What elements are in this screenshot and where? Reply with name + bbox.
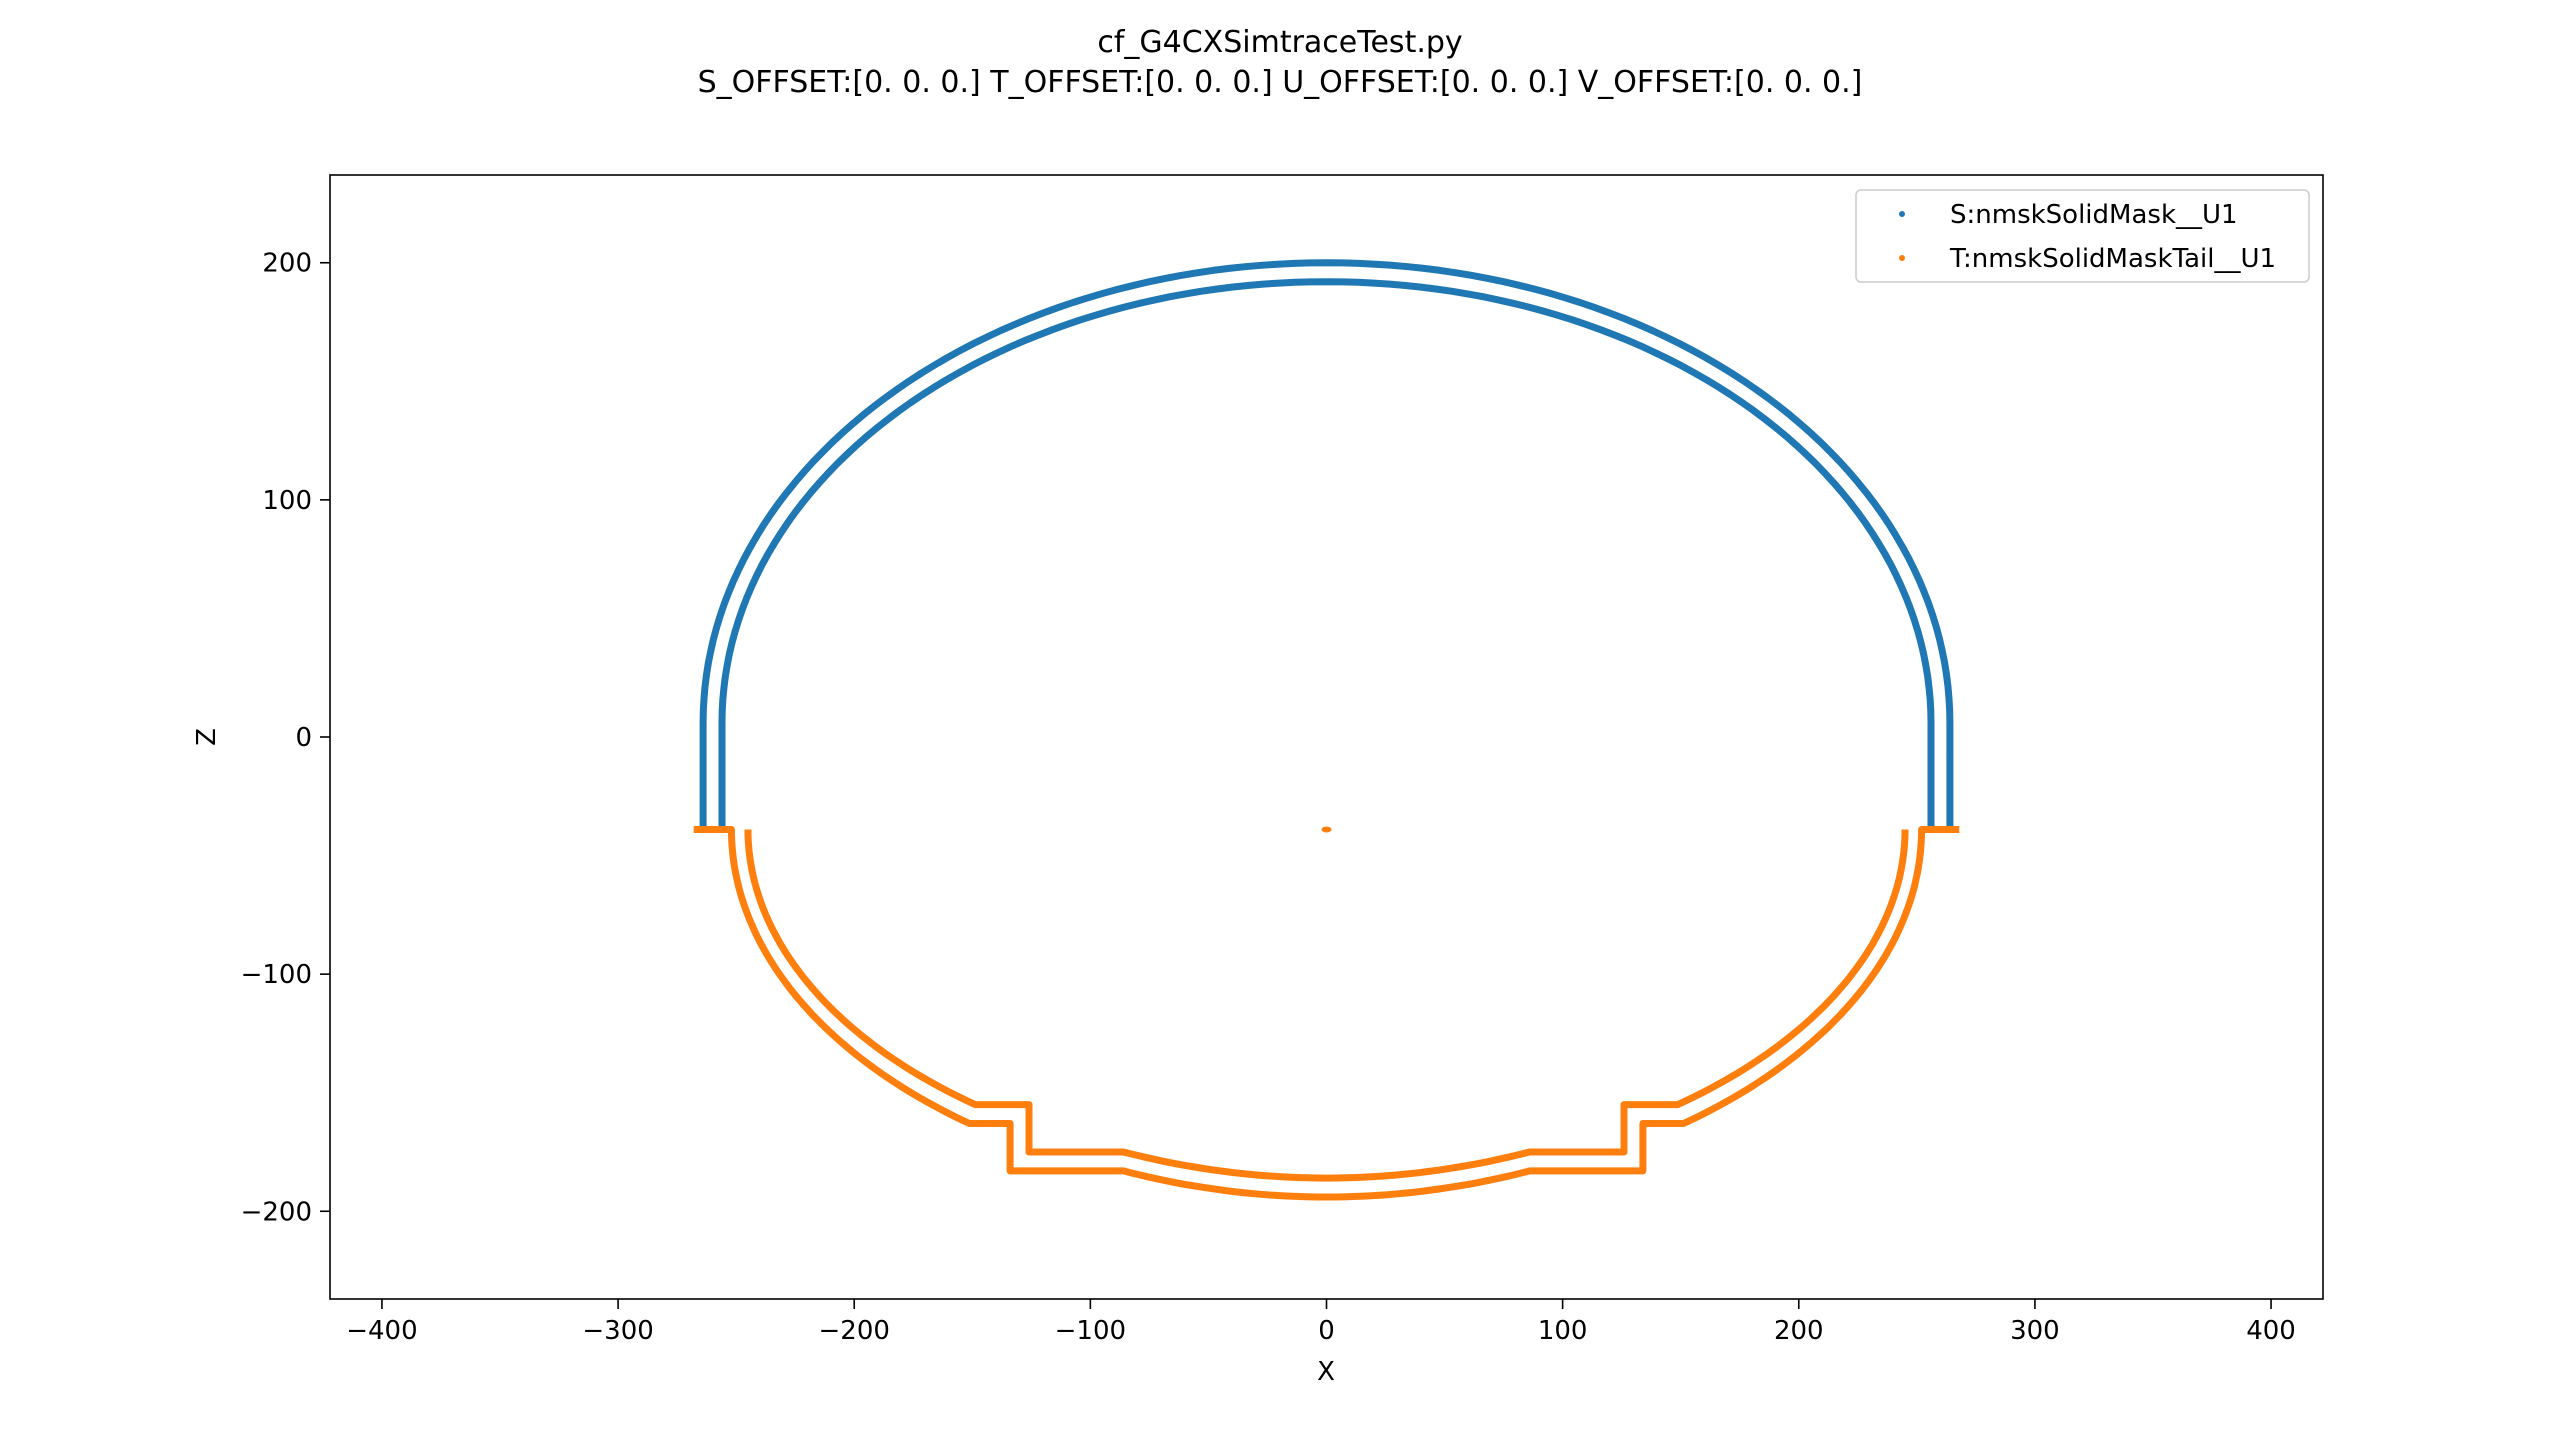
y-tick-label: −200: [241, 1197, 312, 1227]
legend-marker: [1899, 255, 1905, 261]
y-axis-ticks: −200 −100 0 100 200: [241, 249, 330, 1227]
x-tick-label: 300: [2010, 1316, 2060, 1346]
x-tick-label: 100: [1538, 1316, 1588, 1346]
legend-box: [1855, 189, 2310, 283]
x-tick-label: 400: [2246, 1316, 2296, 1346]
solidmasktail-outline: [744, 829, 1909, 1182]
x-tick-label: −300: [582, 1316, 653, 1346]
x-tick-label: 0: [1318, 1316, 1335, 1346]
series-s-group: [699, 259, 1954, 830]
legend-marker: [1899, 211, 1905, 217]
solidmask-outline: [699, 259, 1954, 830]
solidmask-outline: [718, 278, 1935, 830]
chart-title: cf_G4CXSimtraceTest.py: [1097, 25, 1462, 60]
legend: S:nmskSolidMask__U1 T:nmskSolidMaskTail__…: [1855, 189, 2310, 283]
x-axis-ticks: −400 −300 −200 −100 0 100 200 300 400: [346, 1299, 2296, 1346]
legend-label: S:nmskSolidMask__U1: [1950, 200, 2238, 230]
legend-label: T:nmskSolidMaskTail__U1: [1949, 244, 2276, 274]
y-tick-label: −100: [241, 960, 312, 990]
series-t-group: [693, 826, 1960, 1201]
y-tick-label: 200: [262, 249, 312, 279]
plot-series: [693, 259, 1960, 1201]
y-tick-label: 100: [262, 486, 312, 516]
x-tick-label: 200: [1774, 1316, 1824, 1346]
y-axis-label: Z: [192, 728, 222, 746]
x-tick-label: −100: [1055, 1316, 1126, 1346]
tail-center-point: [1321, 826, 1332, 833]
solidmasktail-outline: [693, 826, 1960, 1201]
x-tick-label: −400: [346, 1316, 417, 1346]
y-tick-label: 0: [295, 723, 312, 753]
chart-subtitle: S_OFFSET:[0. 0. 0.] T_OFFSET:[0. 0. 0.] …: [698, 65, 1863, 100]
x-axis-label: X: [1317, 1357, 1335, 1387]
x-tick-label: −200: [819, 1316, 890, 1346]
plot-frame: [329, 174, 2324, 1300]
